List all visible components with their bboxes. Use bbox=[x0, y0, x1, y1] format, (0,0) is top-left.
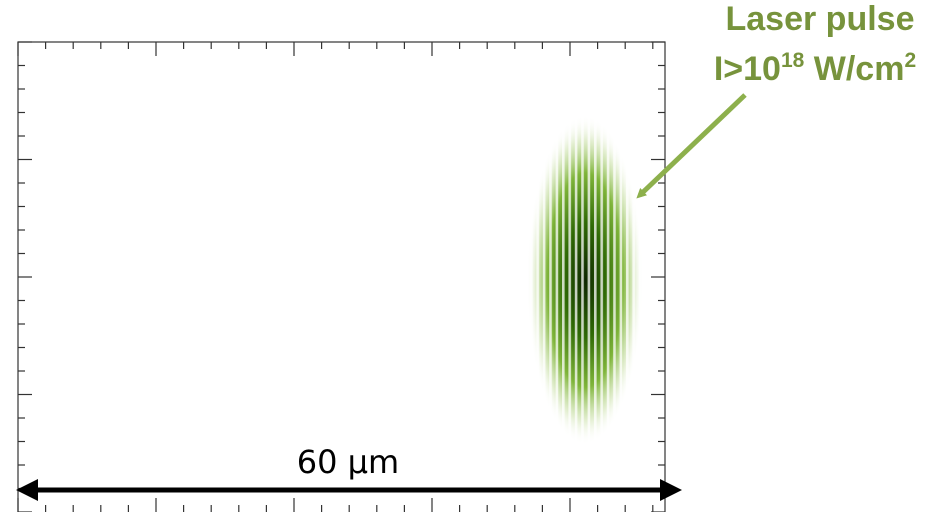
pointer-arrow bbox=[636, 93, 747, 199]
intensity-prefix: I>10 bbox=[714, 50, 781, 88]
annotation-intensity: I>1018 W/cm2 bbox=[714, 49, 916, 88]
scale-bar-label: 60 µm bbox=[297, 443, 399, 481]
ticks bbox=[17, 41, 665, 512]
intensity-exponent: 18 bbox=[781, 49, 805, 72]
laser-pulse bbox=[527, 115, 643, 445]
unit-exponent: 2 bbox=[904, 49, 916, 72]
scale-bar-left-head bbox=[16, 479, 38, 501]
plot-frame bbox=[17, 41, 666, 512]
intensity-unit: W/cm bbox=[804, 50, 904, 88]
annotation-title: Laser pulse bbox=[726, 0, 915, 38]
pulse-fringes bbox=[527, 115, 643, 445]
scale-bar-right-head bbox=[660, 479, 682, 501]
